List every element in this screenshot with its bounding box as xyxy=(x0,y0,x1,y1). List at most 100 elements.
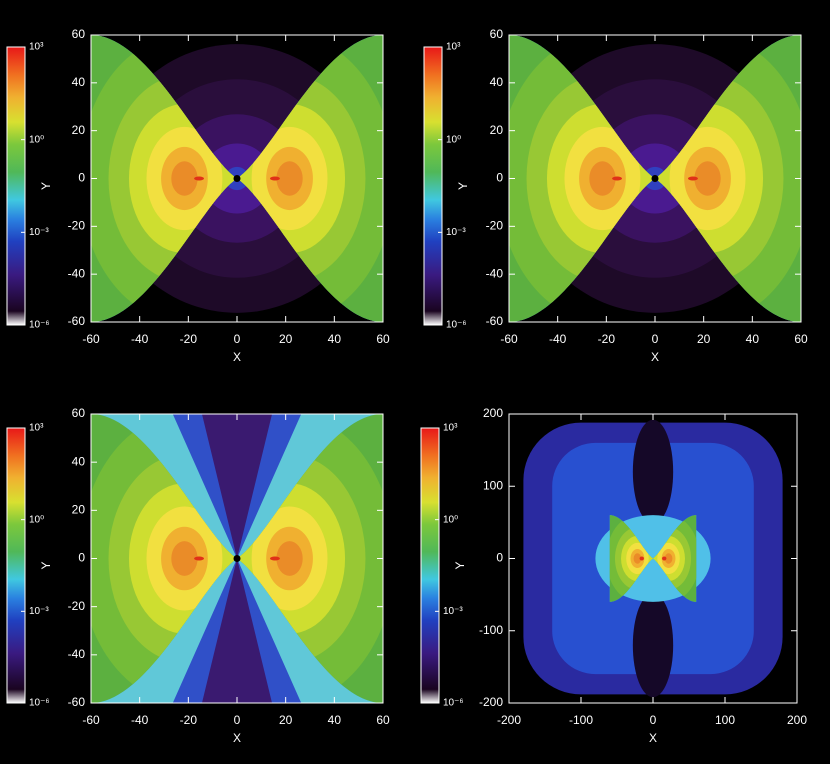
central-object xyxy=(651,175,659,182)
peak xyxy=(194,556,205,561)
y-tick-label: -40 xyxy=(68,647,86,661)
x-axis-label: X xyxy=(233,731,241,745)
y-tick-label: -40 xyxy=(68,266,86,280)
x-tick-label: -100 xyxy=(569,713,593,727)
y-tick-label: -200 xyxy=(479,695,503,709)
y-tick-label: 60 xyxy=(72,27,86,41)
y-tick-label: -20 xyxy=(68,219,86,233)
panel: -60 -40 -20 0 20 40 60 -60 -40 -20 0 20 40 60 X Y 10³ 10⁰… xyxy=(6,406,390,745)
x-tick-label: -60 xyxy=(82,332,100,346)
colorbar-tick-label: 10⁰ xyxy=(443,514,458,525)
y-tick-label: 100 xyxy=(483,478,503,492)
colorbar-tick-label: 10⁻³ xyxy=(443,606,463,617)
contour xyxy=(694,161,721,196)
y-tick-label: 20 xyxy=(72,123,86,137)
contour xyxy=(171,541,198,576)
x-tick-label: 20 xyxy=(279,332,293,346)
cavity xyxy=(632,419,674,524)
contour xyxy=(589,161,616,196)
colorbar-tick-label: 10³ xyxy=(446,42,461,53)
x-tick-label: -200 xyxy=(497,713,521,727)
y-tick-label: -60 xyxy=(68,695,86,709)
y-tick-label: 40 xyxy=(72,75,86,89)
panel: -60 -40 -20 0 20 40 60 -60 -40 -20 0 20 40 60 X Y 10³ 10⁰… xyxy=(423,27,808,364)
y-tick-label: -20 xyxy=(486,219,504,233)
central-object xyxy=(233,175,241,182)
y-tick-label: 20 xyxy=(72,503,86,517)
y-tick-label: 0 xyxy=(78,171,85,185)
x-tick-label: 40 xyxy=(328,332,342,346)
x-tick-label: -20 xyxy=(598,332,616,346)
colorbar-tick-label: 10⁰ xyxy=(29,514,44,525)
y-axis-label: Y xyxy=(39,182,53,190)
colorbar-tick-label: 10⁻³ xyxy=(446,227,466,238)
x-tick-label: -40 xyxy=(131,713,149,727)
peak xyxy=(612,176,623,181)
x-tick-label: -20 xyxy=(180,713,198,727)
colorbar-tick-label: 10⁻³ xyxy=(29,227,49,238)
field xyxy=(91,414,383,703)
y-tick-label: 0 xyxy=(78,551,85,565)
colorbar-tick-label: 10⁻⁶ xyxy=(443,698,464,709)
peak xyxy=(194,176,205,181)
contour xyxy=(664,553,673,564)
x-tick-label: 40 xyxy=(328,713,342,727)
y-tick-label: -60 xyxy=(486,314,504,328)
x-axis-label: X xyxy=(651,350,659,364)
y-tick-label: 0 xyxy=(496,171,503,185)
x-tick-label: 0 xyxy=(652,332,659,346)
colorbar-tick-label: 10⁰ xyxy=(29,134,44,145)
x-tick-label: 0 xyxy=(650,713,657,727)
y-tick-label: -60 xyxy=(68,314,86,328)
y-tick-label: -20 xyxy=(68,599,86,613)
colorbar-tick-label: 10³ xyxy=(29,42,44,53)
x-tick-label: -40 xyxy=(549,332,567,346)
cavity xyxy=(632,593,674,698)
field xyxy=(509,35,801,322)
colorbar-tick-label: 10⁻³ xyxy=(29,606,49,617)
contour xyxy=(633,553,642,564)
peak xyxy=(269,556,280,561)
y-axis-label: Y xyxy=(456,182,470,190)
y-tick-label: 60 xyxy=(72,406,86,420)
y-tick-label: 40 xyxy=(490,75,504,89)
x-tick-label: 60 xyxy=(376,713,390,727)
y-axis-label: Y xyxy=(453,561,467,569)
colorbar-tick-label: 10⁰ xyxy=(446,134,461,145)
lobe xyxy=(509,35,655,322)
peak xyxy=(687,176,698,181)
field xyxy=(509,414,797,703)
colorbar xyxy=(6,46,26,326)
y-tick-label: 40 xyxy=(72,454,86,468)
contour xyxy=(276,161,303,196)
panel: -200 -100 0 100 200 -200 -100 0 100 200 X Y 10³ 10⁰ 10… xyxy=(420,406,807,745)
contour xyxy=(276,541,303,576)
colorbar-tick-label: 10⁻⁶ xyxy=(29,320,50,331)
field xyxy=(91,35,383,322)
y-tick-label: 200 xyxy=(483,406,503,420)
x-tick-label: 60 xyxy=(376,332,390,346)
x-axis-label: X xyxy=(233,350,241,364)
x-tick-label: -40 xyxy=(131,332,149,346)
x-tick-label: -60 xyxy=(82,713,100,727)
x-tick-label: 0 xyxy=(234,332,241,346)
colorbar-tick-label: 10⁻⁶ xyxy=(446,320,467,331)
y-tick-label: -100 xyxy=(479,623,503,637)
x-tick-label: 0 xyxy=(234,713,241,727)
x-tick-label: 20 xyxy=(279,713,293,727)
x-tick-label: 100 xyxy=(715,713,735,727)
x-tick-label: 60 xyxy=(794,332,808,346)
x-tick-label: -60 xyxy=(500,332,518,346)
panel: -60 -40 -20 0 20 40 60 -60 -40 -20 0 20 40 60 X Y 10³ 10⁰… xyxy=(6,27,390,364)
y-tick-label: 20 xyxy=(490,123,504,137)
colorbar-tick-label: 10³ xyxy=(29,423,44,434)
peak xyxy=(662,556,667,561)
colorbar-tick-label: 10³ xyxy=(443,423,458,434)
y-tick-label: 60 xyxy=(490,27,504,41)
colorbar xyxy=(420,427,440,704)
colorbar xyxy=(6,427,26,704)
x-tick-label: 20 xyxy=(697,332,711,346)
central-object xyxy=(233,555,241,562)
peak xyxy=(269,176,280,181)
